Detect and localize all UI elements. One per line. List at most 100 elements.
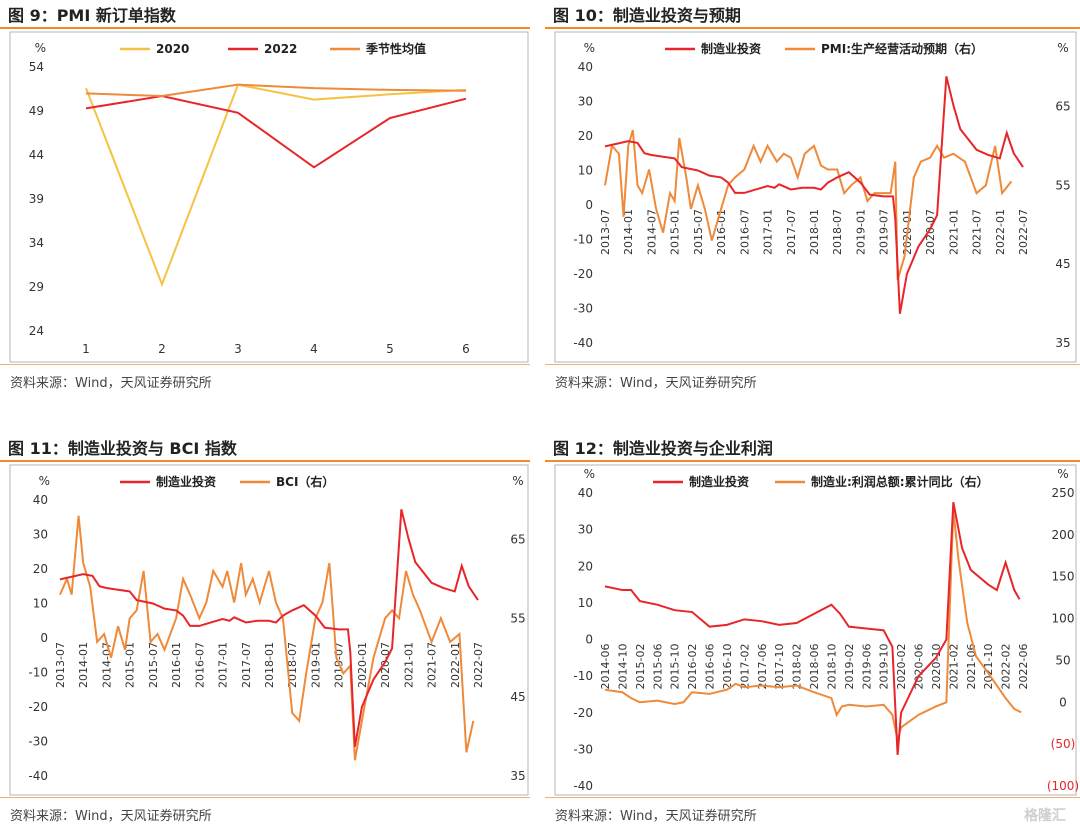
x-tick-label: 2021-02 [947,644,960,690]
x-tick-label: 2014-07 [645,209,658,255]
x-tick-label: 2016-07 [738,209,751,255]
y-tick-label: -40 [573,779,593,793]
series-line [59,515,475,761]
chart-panel-profit: 图 12：制造业投资与企业利润 % -40 -30 -20 -10 0 10 20 30 40% (… [545,433,1080,833]
legend-label: 制造业投资 [689,474,749,489]
x-tick-label: 2017-06 [756,644,769,690]
title-divider [545,460,1080,462]
y-tick-label: 30 [578,523,593,537]
source-divider [0,797,530,798]
x-tick-label: 2022-07 [472,642,485,688]
chart-panel-pmi: 图 9：PMI 新订单指数 % 24 29 34 39 44 49 54 1 2 3 4 5 6 2020 2… [0,0,530,400]
y-tick-label: -40 [573,336,593,350]
y-tick-label: 34 [29,236,44,250]
x-tick-label: 2013-07 [599,209,612,255]
y2-axis-unit: % [1057,41,1068,55]
x-tick-label: 3 [234,342,242,356]
x-tick-label: 5 [386,342,394,356]
title-divider [0,27,530,29]
x-tick-label: 2022-06 [1017,644,1030,690]
series-line [85,83,467,288]
y2-tick-label: 65 [510,532,525,546]
chart-title: 图 11：制造业投资与 BCI 指数 [8,439,237,458]
y-tick-label: 10 [578,164,593,178]
y-tick-label: 20 [578,129,593,143]
y-axis-unit: % [584,467,595,481]
x-tick-label: 2015-01 [124,642,137,688]
x-tick-label: 2018-10 [825,644,838,690]
series-line [59,509,479,747]
x-tick-label: 2017-07 [240,642,253,688]
x-tick-label: 2020-02 [895,644,908,690]
y2-tick-label: 50 [1055,653,1070,667]
title-divider [0,460,530,462]
x-tick-label: 2022-01 [449,642,462,688]
x-tick-label: 2018-01 [263,642,276,688]
x-tick-label: 2022-02 [1000,644,1013,690]
x-tick-label: 2018-02 [791,644,804,690]
y2-tick-label: 0 [1059,695,1067,709]
y2-tick-label: (50) [1051,737,1076,751]
y2-tick-label: 35 [1055,336,1070,350]
y-tick-label: -30 [573,742,593,756]
x-tick-label: 2019-07 [878,209,891,255]
x-tick-label: 2021-01 [402,642,415,688]
x-tick-label: 2018-06 [808,644,821,690]
y2-tick-label: 45 [1055,257,1070,271]
x-tick-label: 2014-10 [616,644,629,690]
chart-svg: % -40 -30 -20 -10 0 10 20 30 40% 35 45 55 65 2013-07 20… [9,464,529,796]
y2-tick-label: 45 [510,690,525,704]
x-tick-label: 2017-01 [762,209,775,255]
y-tick-label: 44 [29,148,44,162]
y-tick-label: 0 [585,633,593,647]
y-tick-label: 24 [29,324,44,338]
y-tick-label: 49 [29,104,44,118]
y-tick-label: 10 [578,596,593,610]
x-tick-label: 2021-07 [426,642,439,688]
x-tick-label: 6 [462,342,470,356]
y-tick-label: 0 [40,631,48,645]
plot-frame [554,31,1077,363]
y-tick-label: -40 [28,769,48,783]
x-tick-label: 2017-07 [785,209,798,255]
x-tick-label: 2015-01 [669,209,682,255]
y-tick-label: -20 [28,700,48,714]
plot-frame [554,464,1077,796]
x-tick-label: 2019-02 [843,644,856,690]
source-divider [545,364,1080,365]
y-tick-label: -10 [573,669,593,683]
x-tick-label: 2017-02 [738,644,751,690]
y-tick-label: 40 [33,493,48,507]
y-tick-label: 39 [29,192,44,206]
x-tick-label: 1 [82,342,90,356]
y-tick-label: 40 [578,486,593,500]
x-tick-label: 2015-10 [669,644,682,690]
x-tick-label: 2016-02 [686,644,699,690]
legend-label: PMI:生产经营活动预期（右） [821,41,983,56]
y-tick-label: 40 [578,60,593,74]
y-tick-label: 29 [29,280,44,294]
y-tick-label: -20 [573,267,593,281]
y-tick-label: 20 [578,559,593,573]
y2-tick-label: 35 [510,769,525,783]
x-tick-label: 2015-06 [651,644,664,690]
x-tick-label: 2017-10 [773,644,786,690]
x-tick-label: 2013-07 [54,642,67,688]
y-axis-unit: % [39,474,50,488]
source-divider [0,364,530,365]
y-tick-label: 54 [29,60,44,74]
plot-frame [9,464,529,796]
x-tick-label: 2020-10 [930,644,943,690]
y2-axis-unit: % [512,474,523,488]
x-tick-label: 2015-07 [147,642,160,688]
source-note: 资料来源：Wind，天风证券研究所 [10,376,212,391]
chart-title: 图 12：制造业投资与企业利润 [553,439,773,458]
y2-tick-label: 100 [1052,612,1075,626]
x-tick-label: 2016-10 [721,644,734,690]
x-tick-label: 2015-02 [634,644,647,690]
y2-tick-label: 55 [1055,178,1070,192]
plot-frame [9,31,529,363]
x-tick-label: 2015-07 [692,209,705,255]
legend-label: 制造业投资 [156,474,216,489]
